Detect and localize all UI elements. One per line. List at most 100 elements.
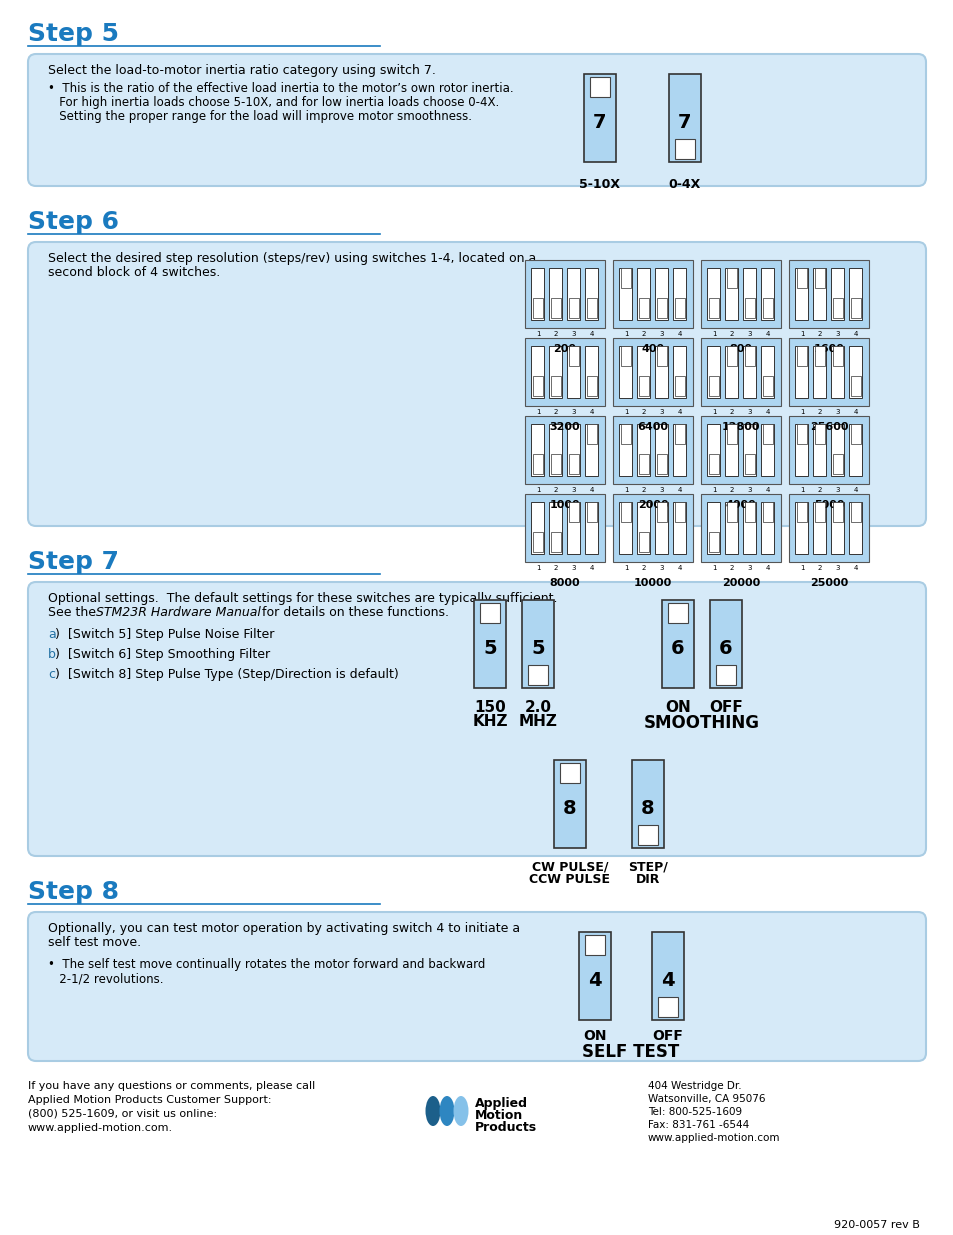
Text: 0-4X: 0-4X xyxy=(668,178,700,191)
Text: Applied Motion Products Customer Support:: Applied Motion Products Customer Support… xyxy=(28,1095,272,1105)
Text: 6400: 6400 xyxy=(637,422,668,432)
Bar xyxy=(724,501,738,555)
Bar xyxy=(744,298,754,317)
Text: self test move.: self test move. xyxy=(48,936,141,948)
Text: 2: 2 xyxy=(729,409,734,415)
Bar xyxy=(848,346,862,398)
Bar xyxy=(549,501,562,555)
Text: Step 5: Step 5 xyxy=(28,22,119,46)
Text: )  [Switch 5] Step Pulse Noise Filter: ) [Switch 5] Step Pulse Noise Filter xyxy=(55,629,274,641)
Bar xyxy=(707,346,720,398)
Bar xyxy=(531,346,544,398)
Bar xyxy=(551,454,560,474)
Text: CW PULSE/: CW PULSE/ xyxy=(531,860,608,873)
Bar xyxy=(637,424,650,475)
Text: 4: 4 xyxy=(677,487,681,493)
Text: 10000: 10000 xyxy=(633,578,672,588)
Text: 200: 200 xyxy=(553,345,576,354)
Text: 2: 2 xyxy=(554,331,558,337)
Text: 4: 4 xyxy=(853,331,858,337)
Text: 4: 4 xyxy=(853,487,858,493)
Bar xyxy=(788,338,868,406)
Text: 20000: 20000 xyxy=(721,578,760,588)
Bar xyxy=(727,501,736,521)
Bar xyxy=(675,377,684,396)
Bar xyxy=(639,377,648,396)
FancyBboxPatch shape xyxy=(28,911,925,1061)
Text: 3200: 3200 xyxy=(549,422,579,432)
Text: 4: 4 xyxy=(853,564,858,571)
Text: DIR: DIR xyxy=(635,873,659,885)
Bar xyxy=(762,501,772,521)
Text: SELF TEST: SELF TEST xyxy=(581,1044,679,1061)
Bar xyxy=(831,424,843,475)
Text: 3: 3 xyxy=(747,487,752,493)
Text: 2: 2 xyxy=(817,331,821,337)
Text: Optionally, you can test motor operation by activating switch 4 to initiate a: Optionally, you can test motor operation… xyxy=(48,923,519,935)
Text: Select the desired step resolution (steps/rev) using switches 1-4, located on a: Select the desired step resolution (step… xyxy=(48,252,536,266)
Bar xyxy=(833,346,841,366)
Bar xyxy=(524,261,604,329)
Text: 3: 3 xyxy=(747,331,752,337)
Text: 4: 4 xyxy=(588,971,601,989)
Bar xyxy=(851,424,860,443)
Bar xyxy=(479,603,500,622)
Bar xyxy=(707,501,720,555)
Text: 1: 1 xyxy=(711,331,716,337)
Bar xyxy=(797,501,805,521)
Bar xyxy=(851,377,860,396)
Text: 150: 150 xyxy=(474,700,505,715)
Bar xyxy=(631,760,663,848)
Bar xyxy=(742,346,756,398)
Bar xyxy=(673,346,686,398)
Text: Fax: 831-761 -6544: Fax: 831-761 -6544 xyxy=(647,1120,748,1130)
Text: )  [Switch 8] Step Pulse Type (Step/Direction is default): ) [Switch 8] Step Pulse Type (Step/Direc… xyxy=(55,668,398,680)
Bar xyxy=(831,346,843,398)
Bar xyxy=(833,298,841,317)
Bar xyxy=(760,424,774,475)
Text: 800: 800 xyxy=(729,345,752,354)
Bar xyxy=(788,416,868,484)
Text: 2000: 2000 xyxy=(637,500,668,510)
Text: 4: 4 xyxy=(765,331,769,337)
Bar xyxy=(675,424,684,443)
Bar xyxy=(657,298,666,317)
Text: 4: 4 xyxy=(677,409,681,415)
Text: 12800: 12800 xyxy=(721,422,760,432)
Text: 5000: 5000 xyxy=(813,500,843,510)
Bar xyxy=(639,532,648,552)
Text: 5: 5 xyxy=(531,638,544,657)
Text: 1: 1 xyxy=(799,331,803,337)
Bar xyxy=(674,140,695,159)
Text: 1: 1 xyxy=(623,331,628,337)
Text: 1: 1 xyxy=(623,409,628,415)
Text: 6: 6 xyxy=(671,638,684,657)
Text: 1: 1 xyxy=(711,487,716,493)
Bar xyxy=(724,346,738,398)
Bar xyxy=(531,268,544,320)
Bar xyxy=(815,501,823,521)
Text: 5: 5 xyxy=(482,638,497,657)
Bar xyxy=(813,501,825,555)
Text: 3: 3 xyxy=(571,564,576,571)
Text: 2: 2 xyxy=(817,564,821,571)
Text: •  This is the ratio of the effective load inertia to the motor’s own rotor iner: • This is the ratio of the effective loa… xyxy=(48,82,513,95)
Bar xyxy=(675,501,684,521)
Text: (800) 525-1609, or visit us online:: (800) 525-1609, or visit us online: xyxy=(28,1109,217,1119)
Text: a: a xyxy=(48,629,55,641)
Text: STEP/: STEP/ xyxy=(627,860,667,873)
Text: CCW PULSE: CCW PULSE xyxy=(529,873,610,885)
Bar xyxy=(724,268,738,320)
Text: 4: 4 xyxy=(589,409,594,415)
Bar xyxy=(700,261,781,329)
Text: 3: 3 xyxy=(835,564,840,571)
Text: 400: 400 xyxy=(640,345,664,354)
Text: Motion: Motion xyxy=(475,1109,522,1123)
Text: 3: 3 xyxy=(571,331,576,337)
Bar xyxy=(620,346,630,366)
Bar xyxy=(569,298,578,317)
Text: Select the load-to-motor inertia ratio category using switch 7.: Select the load-to-motor inertia ratio c… xyxy=(48,64,436,77)
Bar xyxy=(742,268,756,320)
Bar xyxy=(620,268,630,288)
Text: 3: 3 xyxy=(659,409,663,415)
